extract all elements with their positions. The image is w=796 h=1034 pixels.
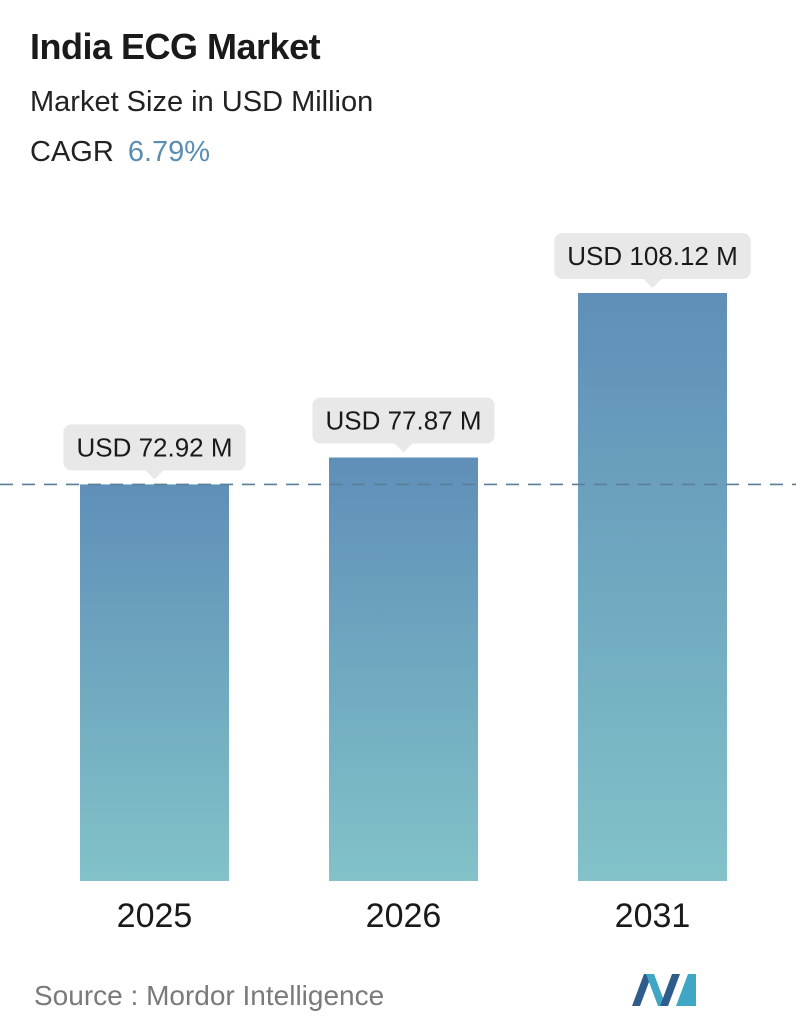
- cagr-row: CAGR 6.79%: [30, 136, 210, 169]
- cagr-label: CAGR: [30, 136, 114, 168]
- data-label-2025: USD 72.92 M: [63, 424, 246, 480]
- data-label-pointer: [643, 279, 662, 288]
- bar-2031: [578, 293, 727, 881]
- data-label-2026: USD 77.87 M: [312, 397, 495, 453]
- source-name: Mordor Intelligence: [146, 980, 385, 1011]
- data-label-2031: USD 108.12 M: [554, 233, 751, 288]
- mordor-intelligence-logo: [632, 974, 696, 1006]
- data-label-pointer: [145, 470, 164, 480]
- data-label-text: USD 108.12 M: [567, 241, 738, 271]
- bar-chart: USD 72.92 M 2025 USD 77.87 M 2026 USD 108.12…: [0, 233, 796, 935]
- data-label-pointer: [394, 443, 413, 453]
- x-tick-label-2025: 2025: [117, 897, 193, 935]
- chart-subtitle: Market Size in USD Million: [30, 86, 374, 118]
- x-tick-label-2026: 2026: [366, 897, 442, 935]
- data-label-box: [63, 424, 246, 471]
- data-label-text: USD 77.87 M: [325, 406, 481, 436]
- bar-2025: [80, 484, 229, 881]
- chart-title: India ECG Market: [30, 26, 321, 67]
- data-label-box: [554, 233, 751, 279]
- bar-2026: [329, 457, 478, 881]
- data-label-box: [312, 397, 495, 444]
- cagr-value: 6.79%: [127, 136, 211, 168]
- x-tick-label-2031: 2031: [615, 897, 691, 935]
- source-label: Source :: [34, 980, 139, 1011]
- source-text: Source : Mordor Intelligence: [34, 980, 384, 1012]
- data-label-text: USD 72.92 M: [76, 432, 232, 462]
